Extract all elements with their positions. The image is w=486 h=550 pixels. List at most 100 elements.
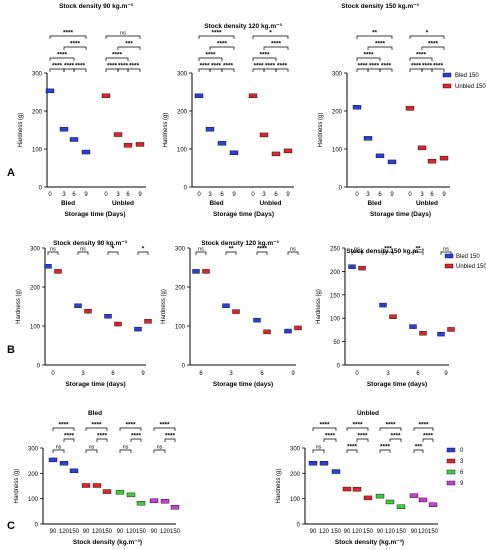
A3-legend-swatch-1 [442, 83, 452, 89]
A2-point-0-0 [194, 93, 204, 99]
C2-ytick-label-1: 100 [290, 497, 301, 503]
B2-sig-0-label: ns [198, 247, 204, 253]
C1-sig-2-2-label: ns [123, 445, 129, 451]
A1-point-1-0 [101, 93, 111, 99]
A2-group-1: Unbled [259, 200, 281, 207]
C1-sig-1-0-label: **** [91, 422, 102, 429]
B2-xlabel: Storage time (days) [213, 381, 273, 388]
A3-point-0-1 [363, 136, 373, 141]
A2-xtick-0-2: 6 [220, 192, 224, 198]
C1-sig-0-1-line [63, 438, 75, 442]
A2-sig-1-5-label: * [269, 30, 272, 37]
B2-ytick-label-1: 100 [175, 325, 186, 331]
B3-point-0-1 [379, 302, 387, 308]
C2-sig-1-1-label: **** [357, 433, 368, 440]
C2-title: Unbled [357, 410, 379, 417]
A3-ytick-label-0: 0 [339, 186, 343, 192]
B1-ylabel: Hardness (g) [16, 289, 22, 324]
B1-sig-3-label: * [142, 246, 145, 253]
C2-legend-swatch-1 [446, 458, 456, 464]
C2-xtick-0-2: 150 [331, 529, 342, 535]
C1-xtick-0-2: 150 [69, 529, 80, 535]
A3-legend-label-1: Unbled 150 [455, 84, 486, 90]
B2-point-1-3 [294, 325, 302, 331]
A1-sig-0-1-label: **** [64, 63, 75, 70]
A1-xtick-1-1: 3 [116, 192, 120, 198]
C2-sig-2-2-line [379, 449, 391, 453]
B3-sig-0-line [351, 251, 363, 255]
C2-sig-3-0-line [413, 427, 434, 431]
C2-point-2-0 [375, 493, 385, 499]
A2-point-1-2 [271, 151, 281, 157]
C1-xtick-1-0: 90 [83, 529, 90, 535]
A2-sig-1-4-label: **** [271, 41, 282, 48]
A3-sig-1-2-line [431, 68, 445, 72]
B3-title: Stock density 150 kg.m⁻³ [346, 248, 424, 255]
A2-sig-0-3-label: **** [205, 52, 216, 59]
B1-point-1-0 [54, 269, 62, 274]
B2-title: Stock density 120 kg.m⁻³ [201, 240, 279, 247]
A2-sig-0-0-label: **** [199, 63, 210, 70]
A1-point-0-2 [69, 137, 79, 142]
A3-xtick-0-2: 6 [378, 192, 382, 198]
A1-title: Stock density 90 kg.m⁻³ [59, 3, 134, 10]
B2-sig-3-label: ns [290, 247, 296, 253]
B3-xtick-3: 9 [444, 371, 448, 377]
A1-group-0: Bled [61, 200, 75, 207]
B3-ylabel: Hardness (g) [316, 289, 322, 324]
C2-ytick-label-0: 0 [297, 523, 301, 529]
B3-ytick-label-3: 150 [330, 293, 341, 299]
B3-point-0-0 [348, 264, 356, 269]
C1-ytick-label-1: 100 [28, 497, 39, 503]
B2-point-1-0 [202, 269, 210, 274]
A2-sig-0-2-line [221, 68, 235, 72]
A1-sig-1-3-label: **** [112, 52, 123, 59]
B2-sig-1-line [225, 251, 237, 255]
C2-xtick-2-1: 120 [385, 529, 396, 535]
A1-xtick-0-2: 6 [72, 192, 76, 198]
C2-legend-swatch-2 [446, 469, 456, 475]
A1-point-0-0 [45, 88, 55, 94]
B3-xtick-1: 3 [386, 371, 390, 377]
A3-point-1-0 [405, 106, 415, 111]
A1-point-1-2 [123, 142, 133, 148]
A3-sig-0-4-line [367, 46, 393, 50]
B2-point-0-1 [222, 303, 230, 308]
A1-sig-1-0-label: **** [107, 63, 118, 70]
C1-ytick-label-0: 0 [35, 523, 39, 529]
A2-sig-1-0-label: **** [253, 63, 264, 70]
A3-sig-1-0-label: **** [411, 63, 422, 70]
C2-sig-2-1-label: **** [390, 433, 401, 440]
A2-point-1-1 [259, 132, 269, 138]
A2-sig-1-3-label: **** [259, 52, 270, 59]
B1-sig-1-label: ns [80, 247, 86, 253]
B3-sig-0-label: ns [354, 247, 360, 253]
C2-xtick-0-0: 90 [310, 529, 317, 535]
C2-xtick-1-2: 150 [363, 529, 374, 535]
B2-point-0-2 [253, 317, 261, 323]
B1-sig-3-line [137, 251, 149, 255]
B3-point-1-0 [358, 265, 366, 271]
C1-point-1-0 [81, 483, 91, 488]
A1-point-1-1 [113, 132, 123, 137]
A2-xtick-1-2: 6 [274, 192, 278, 198]
C1-xtick-1-1: 120 [92, 529, 103, 535]
B2-ytick-label-3: 300 [175, 247, 186, 253]
C2-point-3-1 [418, 497, 428, 503]
A2-sig-1-5-line [252, 35, 289, 39]
B1-sig-0-line [47, 251, 59, 255]
A3-point-1-1 [417, 145, 427, 151]
A2-point-1-0 [248, 93, 258, 99]
B1-title: Stock density 90 kg.m⁻³ [53, 240, 128, 247]
A3-xlabel: Storage time (Days) [370, 211, 431, 218]
A3-point-1-3 [439, 155, 449, 161]
A2-sig-1-3-line [252, 57, 277, 61]
C1-sig-2-0-line [119, 427, 142, 431]
A2-ytick-label-1: 100 [177, 148, 188, 154]
C1-point-2-0 [115, 490, 125, 495]
B3-xtick-0: 0 [355, 371, 359, 377]
C2-sig-2-0-line [379, 427, 402, 431]
C2-point-3-0 [409, 493, 419, 498]
C1-sig-2-1-label: **** [131, 433, 142, 440]
A1-point-0-1 [59, 127, 69, 132]
